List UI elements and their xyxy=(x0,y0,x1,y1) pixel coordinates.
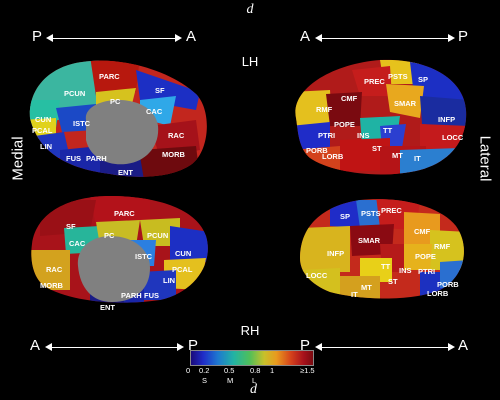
dir-arrow-top-right xyxy=(315,34,455,42)
region-label: SF xyxy=(155,86,165,95)
region-label: IT xyxy=(351,290,358,299)
region-label: ENT xyxy=(118,168,133,177)
region-label: CAC xyxy=(69,239,86,248)
region-label: LOCC xyxy=(442,133,464,142)
region-label: POPE xyxy=(415,252,436,261)
brain-rh-lateral xyxy=(300,199,464,299)
region-label: MORB xyxy=(162,150,185,159)
region-label: PORB xyxy=(306,146,328,155)
region-label: MT xyxy=(392,151,403,160)
region-label: LIN xyxy=(163,276,175,285)
region-label: TT xyxy=(383,126,393,135)
hemisphere-label-lh: LH xyxy=(241,54,259,69)
dir-top-right-end: P xyxy=(458,28,469,45)
region-label: FUS xyxy=(66,154,81,163)
region-label: CMF xyxy=(414,227,431,236)
colorbar-sublabel: L xyxy=(252,376,257,385)
region-label: LIN xyxy=(40,142,52,151)
region-label: TT xyxy=(381,262,391,271)
dir-bottom-left-end: P xyxy=(188,337,199,354)
region-labels-lh-lateral: PSTS SP PREC CMF SMAR RMF POPE INFP TT P… xyxy=(306,72,464,163)
region-label: FUS xyxy=(144,291,159,300)
region-label: SMAR xyxy=(358,236,381,245)
region-label: SMAR xyxy=(394,99,417,108)
colorbar-tick: 1 xyxy=(270,366,275,375)
region-label: SP xyxy=(340,212,350,221)
colorbar-tick: 0.8 xyxy=(250,366,261,375)
region-label: IT xyxy=(414,154,421,163)
region-label: PCAL xyxy=(32,126,53,135)
region-label: PC xyxy=(104,231,115,240)
region-label: PTRI xyxy=(318,131,335,140)
colorbar-tick: 0.2 xyxy=(199,366,210,375)
region-label: CUN xyxy=(175,249,191,258)
region-label: PREC xyxy=(381,206,402,215)
region-label: POPE xyxy=(334,120,355,129)
region-label: PSTS xyxy=(388,72,408,81)
region-label: ISTC xyxy=(135,252,153,261)
region-label: LORB xyxy=(427,289,449,298)
dir-bottom-right-end: A xyxy=(458,337,469,354)
dir-arrow-bottom-right xyxy=(315,343,455,351)
colorbar xyxy=(190,350,314,366)
region-label: PSTS xyxy=(361,209,381,218)
region-label: ISTC xyxy=(73,119,91,128)
colorbar-sublabel: M xyxy=(227,376,234,385)
dir-top-right-start: A xyxy=(300,28,311,45)
colorbar-sublabel: S xyxy=(202,376,208,385)
colorbar-tick: ≥1.5 xyxy=(300,366,315,375)
region-label: SP xyxy=(418,75,428,84)
region-labels-rh-medial: PARC SF PC PCUN CAC CUN ISTC RAC PCAL MO… xyxy=(40,209,193,312)
region-label: CMF xyxy=(341,94,358,103)
region-labels-lh-medial: PARC PCUN PC SF CAC CUN ISTC PCAL LIN FU… xyxy=(32,72,185,177)
region-label: SF xyxy=(66,222,76,231)
region-label: RAC xyxy=(46,265,63,274)
hemisphere-label-rh: RH xyxy=(240,323,260,338)
region-label: LOCC xyxy=(306,271,328,280)
region-label: RMF xyxy=(434,242,451,251)
region-label: PC xyxy=(110,97,121,106)
region-label: RAC xyxy=(168,131,185,140)
region-label: PCUN xyxy=(147,231,168,240)
colorbar-tick: 0.5 xyxy=(224,366,235,375)
region-label: RMF xyxy=(316,105,333,114)
dir-arrow-bottom-left xyxy=(45,343,184,351)
figure-title: d xyxy=(246,2,254,17)
region-label: ST xyxy=(372,144,382,153)
region-label: PARC xyxy=(114,209,135,218)
region-label: PTRI xyxy=(418,267,435,276)
region-label: MORB xyxy=(40,281,63,290)
region-label: MT xyxy=(361,283,372,292)
brain-lh-lateral xyxy=(295,59,467,175)
region-label: ENT xyxy=(100,303,115,312)
region-label: INFP xyxy=(438,115,455,124)
region-label: PCAL xyxy=(172,265,193,274)
dir-bottom-right-start: P xyxy=(300,337,311,354)
region-label: ST xyxy=(388,277,398,286)
region-label: PARC xyxy=(99,72,120,81)
region-label: LORB xyxy=(322,152,344,161)
region-label: PORB xyxy=(437,280,459,289)
region-label: INFP xyxy=(327,249,344,258)
colorbar-tick: 0 xyxy=(186,366,191,375)
region-label: PCUN xyxy=(64,89,85,98)
colorbar-label: d xyxy=(250,382,257,397)
brain-lh-medial xyxy=(29,60,207,177)
region-label: PREC xyxy=(364,77,385,86)
region-labels-rh-lateral: SP PSTS PREC CMF SMAR INFP RMF POPE TT L… xyxy=(306,206,459,299)
dir-arrow-top-left xyxy=(46,34,182,42)
region-label: CAC xyxy=(146,107,163,116)
region-label: CUN xyxy=(35,115,51,124)
dir-top-left-start: P xyxy=(32,28,43,45)
region-label: PARH xyxy=(121,291,142,300)
region-label: INS xyxy=(357,131,370,140)
dir-bottom-left-start: A xyxy=(30,337,41,354)
region-label: INS xyxy=(399,266,412,275)
region-label: PARH xyxy=(86,154,107,163)
dir-top-left-end: A xyxy=(186,28,197,45)
